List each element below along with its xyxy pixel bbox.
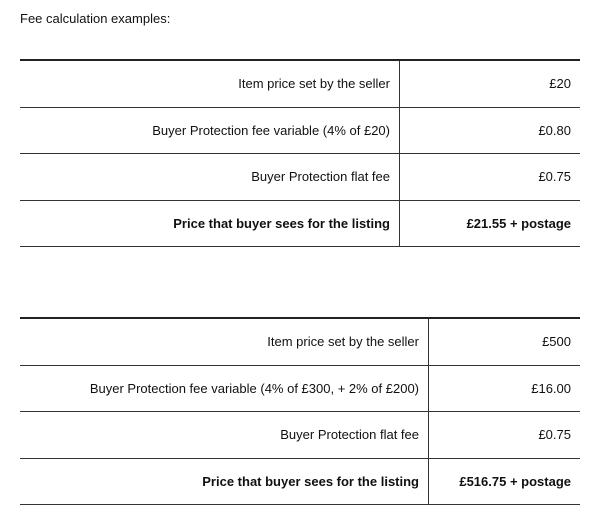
row-value: £16.00 <box>428 365 580 412</box>
table-row: Item price set by the seller £20 <box>20 59 580 108</box>
row-value: £0.75 <box>399 153 580 201</box>
table-row: Item price set by the seller £500 <box>20 317 580 366</box>
row-value: £500 <box>428 317 580 366</box>
row-value: £0.80 <box>399 107 580 154</box>
row-value: £0.75 <box>428 411 580 459</box>
row-label: Price that buyer sees for the listing <box>20 458 429 505</box>
table-row-total: Price that buyer sees for the listing £5… <box>20 458 580 505</box>
row-value: £516.75 + postage <box>428 458 580 505</box>
row-label: Buyer Protection fee variable (4% of £30… <box>20 365 429 412</box>
row-value: £20 <box>399 59 580 108</box>
row-label: Buyer Protection fee variable (4% of £20… <box>20 107 400 154</box>
row-label: Buyer Protection flat fee <box>20 153 400 201</box>
fee-example-table-2: Item price set by the seller £500 Buyer … <box>20 317 580 505</box>
fee-example-table-1: Item price set by the seller £20 Buyer P… <box>20 59 580 247</box>
table-row: Buyer Protection flat fee £0.75 <box>20 153 580 201</box>
row-label: Item price set by the seller <box>20 317 429 366</box>
row-label: Item price set by the seller <box>20 59 400 108</box>
row-value: £21.55 + postage <box>399 200 580 247</box>
page-title: Fee calculation examples: <box>20 11 171 26</box>
row-label: Price that buyer sees for the listing <box>20 200 400 247</box>
table-row: Buyer Protection flat fee £0.75 <box>20 411 580 459</box>
table-row: Buyer Protection fee variable (4% of £20… <box>20 107 580 154</box>
table-row: Buyer Protection fee variable (4% of £30… <box>20 365 580 412</box>
row-label: Buyer Protection flat fee <box>20 411 429 459</box>
table-row-total: Price that buyer sees for the listing £2… <box>20 200 580 247</box>
